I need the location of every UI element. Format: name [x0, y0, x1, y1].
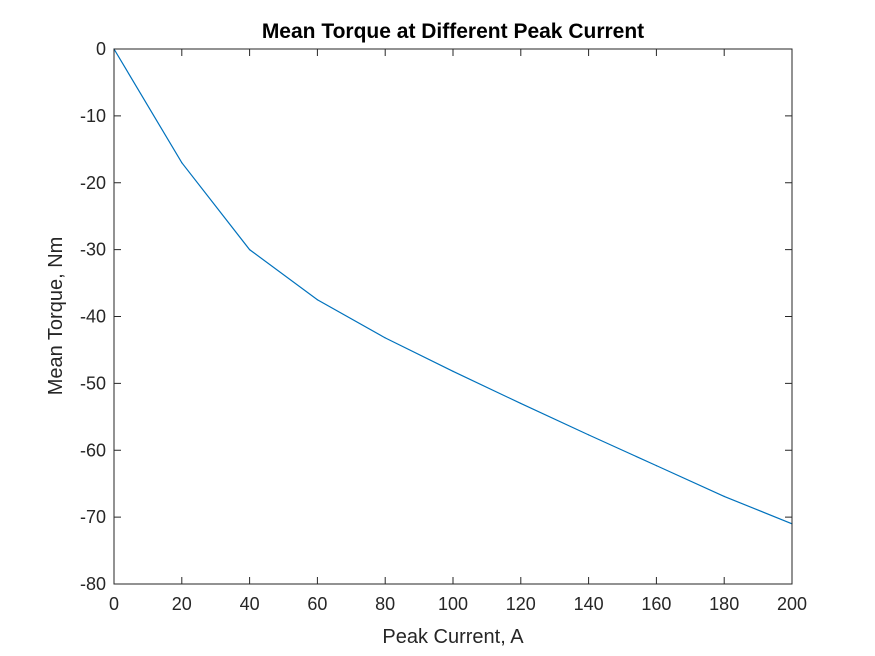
y-tick-label: -70 — [80, 507, 106, 527]
data-point — [249, 249, 251, 251]
y-tick-label: -10 — [80, 106, 106, 126]
y-tick-label: -30 — [80, 240, 106, 260]
data-point — [452, 370, 454, 372]
data-point — [384, 337, 386, 339]
x-axis-label: Peak Current, A — [382, 626, 524, 648]
y-tick-label: -80 — [80, 574, 106, 594]
chart-title: Mean Torque at Different Peak Current — [262, 20, 644, 43]
y-tick-label: -40 — [80, 307, 106, 327]
plot-area — [114, 49, 792, 584]
x-tick-label: 100 — [438, 594, 468, 614]
x-tick-label: 0 — [109, 594, 119, 614]
y-tick-label: -50 — [80, 373, 106, 393]
data-point — [181, 162, 183, 164]
x-tick-label: 60 — [307, 594, 327, 614]
x-tick-label: 140 — [574, 594, 604, 614]
y-tick-label: -60 — [80, 440, 106, 460]
x-tick-label: 20 — [172, 594, 192, 614]
x-tick-label: 120 — [506, 594, 536, 614]
x-tick-label: 160 — [641, 594, 671, 614]
x-tick-label: 180 — [709, 594, 739, 614]
y-axis-label: Mean Torque, Nm — [45, 237, 67, 396]
data-point — [655, 465, 658, 467]
data-point — [588, 434, 590, 436]
data-point — [520, 402, 522, 405]
x-tick-label: 40 — [240, 594, 260, 614]
y-tick-label: 0 — [96, 39, 106, 59]
data-point — [723, 495, 725, 497]
x-tick-label: 80 — [375, 594, 395, 614]
y-tick-label: -20 — [80, 173, 106, 193]
x-tick-label: 200 — [777, 594, 807, 614]
axis-ticks: 0 20 40 60 80 100 120 140 160 180 200 0 -10 -20 -30 -40… — [80, 39, 807, 614]
data-point — [316, 299, 318, 301]
axes-box — [113, 48, 793, 585]
